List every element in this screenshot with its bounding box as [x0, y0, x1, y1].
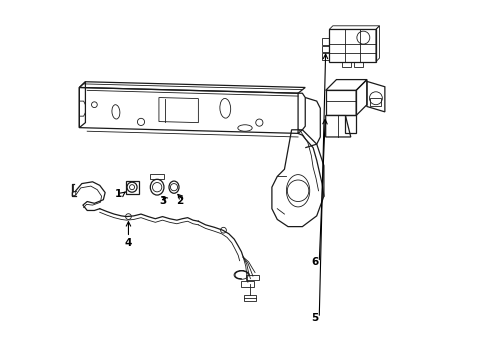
Text: 5: 5	[311, 313, 318, 323]
Text: 2: 2	[176, 196, 183, 206]
Text: 4: 4	[125, 238, 132, 248]
Text: 3: 3	[160, 196, 167, 206]
Text: 6: 6	[311, 257, 318, 267]
Text: 1: 1	[115, 189, 122, 199]
